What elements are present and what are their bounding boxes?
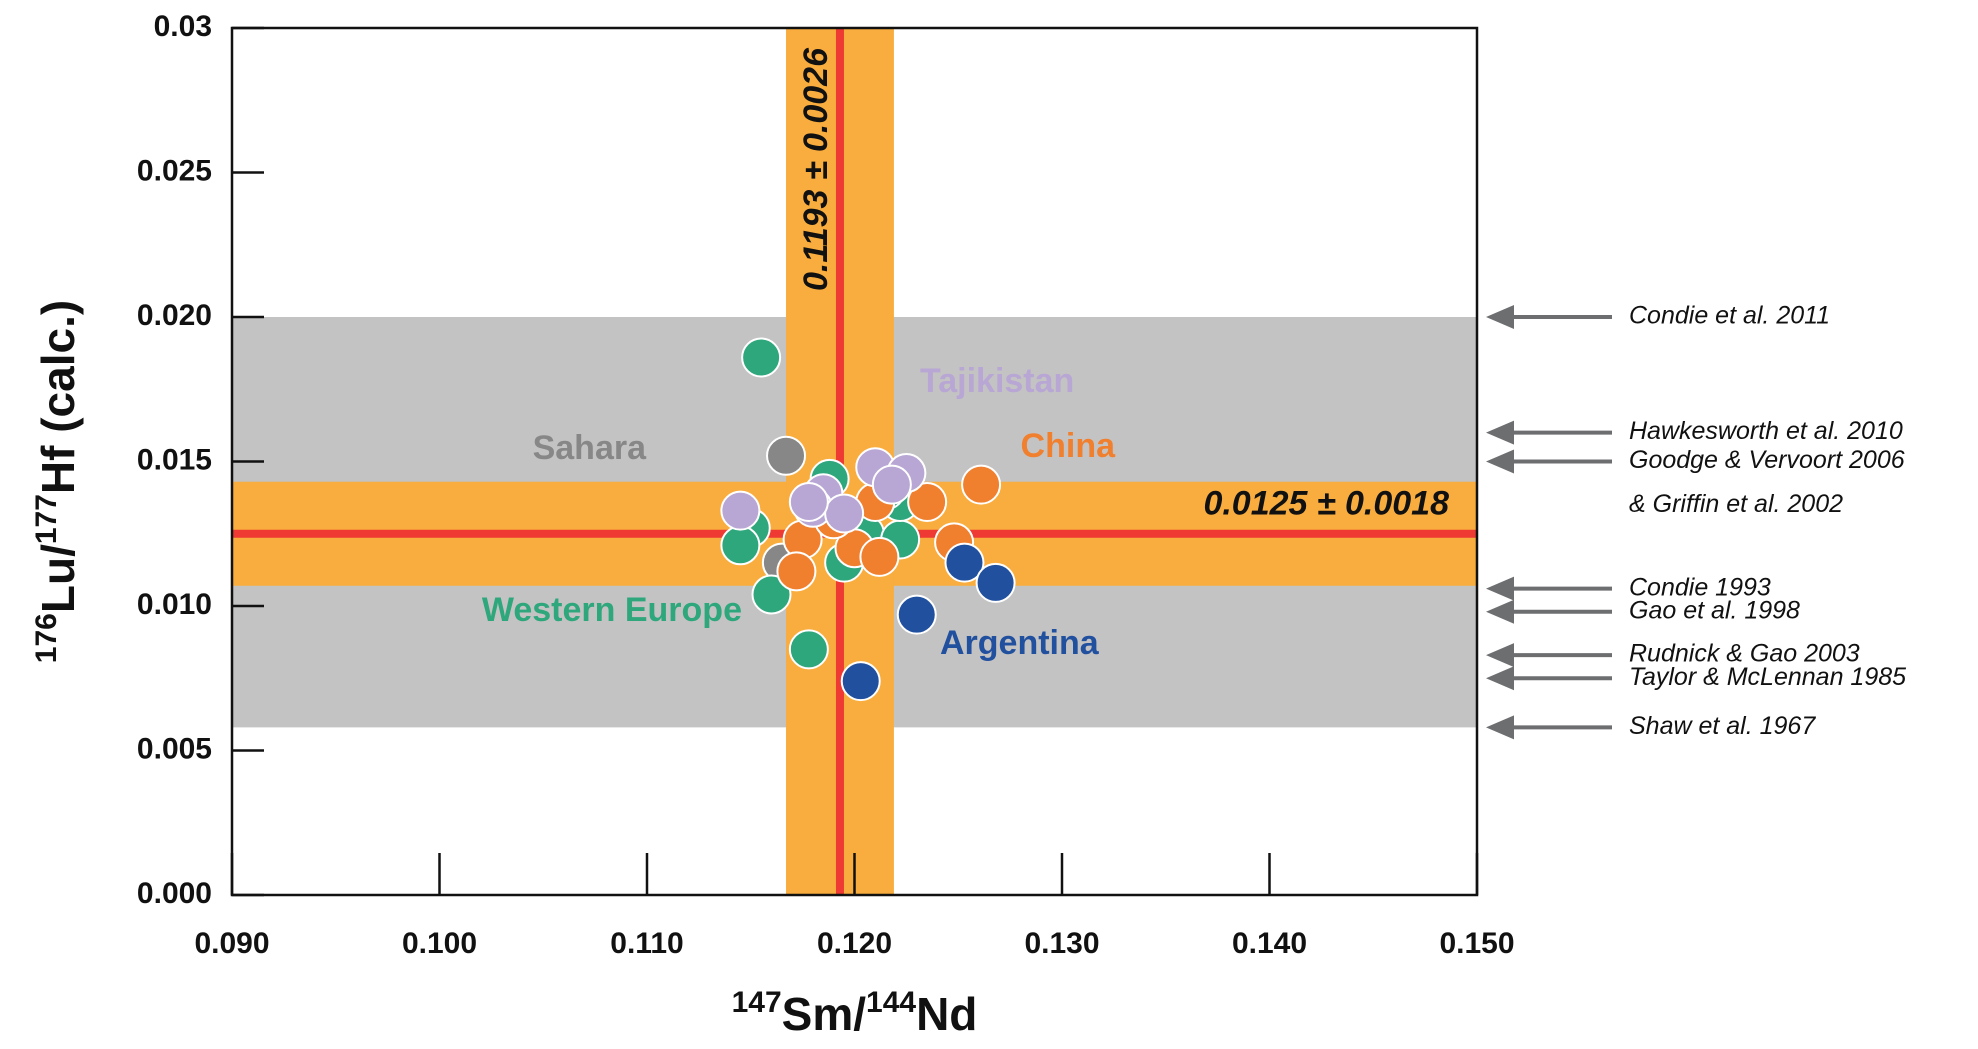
arrow-head	[1486, 666, 1514, 691]
arrow-head	[1486, 449, 1514, 474]
group-label: China	[1021, 427, 1117, 465]
x-axis-title: 147Sm/144Nd	[732, 986, 978, 1040]
x-tick-label: 0.140	[1232, 927, 1307, 960]
group-label: Tajikistan	[920, 362, 1074, 400]
reference-label: Gao et al. 1998	[1629, 596, 1800, 624]
y-axis-title-part: Lu/	[32, 544, 84, 613]
y-tick-label: 0.03	[154, 10, 212, 43]
x-axis-title-part: Nd	[916, 988, 977, 1040]
reference-label: Condie et al. 2011	[1629, 302, 1830, 330]
data-point	[944, 542, 985, 583]
data-point	[896, 594, 937, 635]
y-axis-title: 176Lu/177Hf (calc.)	[30, 300, 84, 663]
data-point	[824, 493, 865, 534]
y-tick-label: 0.000	[137, 877, 212, 910]
data-point	[788, 629, 829, 670]
reference-label: Shaw et al. 1967	[1629, 712, 1816, 740]
y-band-label: 0.0125 ± 0.0018	[1203, 485, 1449, 523]
x-axis-title-part: 147	[732, 986, 782, 1019]
x-tick-label: 0.110	[610, 927, 683, 960]
data-point	[776, 551, 817, 592]
arrow-head	[1486, 599, 1514, 624]
y-tick-label: 0.020	[137, 299, 212, 332]
reference-label: Taylor & McLennan 1985	[1629, 663, 1906, 691]
x-tick-label: 0.150	[1439, 927, 1514, 960]
x-axis-title-part: Sm/	[782, 988, 867, 1040]
y-axis-title-part: 176	[30, 613, 63, 663]
reference-label: Rudnick & Gao 2003	[1629, 640, 1860, 668]
x-tick-label: 0.130	[1024, 927, 1099, 960]
data-point	[741, 337, 782, 378]
arrow-head	[1486, 715, 1514, 740]
x-tick-label: 0.100	[402, 927, 477, 960]
x-axis-title-part: 144	[866, 986, 916, 1019]
data-point	[907, 481, 948, 522]
x-band-label: 0.1193 ± 0.0026	[797, 47, 835, 291]
x-tick-label: 0.090	[194, 927, 269, 960]
data-point	[975, 562, 1016, 603]
y-tick-label: 0.005	[137, 732, 212, 765]
y-tick-label: 0.025	[137, 154, 212, 187]
data-point	[720, 490, 761, 531]
data-point	[859, 536, 900, 577]
reference-label: Condie 1993	[1629, 573, 1771, 601]
data-point	[766, 435, 807, 476]
arrow-head	[1486, 420, 1514, 445]
arrow-head	[1486, 576, 1514, 601]
arrow-head	[1486, 305, 1514, 329]
data-point	[720, 525, 761, 566]
reference-label: Hawkesworth et al. 2010	[1629, 417, 1903, 445]
data-point	[871, 464, 912, 505]
data-point	[788, 481, 829, 522]
data-point	[840, 661, 881, 702]
group-label: Western Europe	[482, 591, 742, 629]
reference-label: & Griffin et al. 2002	[1629, 490, 1843, 518]
group-label: Argentina	[940, 624, 1100, 662]
arrow-head	[1486, 643, 1514, 668]
reference-label: Goodge & Vervoort 2006	[1629, 446, 1905, 474]
y-tick-label: 0.010	[137, 588, 212, 621]
y-axis-title-part: Hf (calc.)	[32, 300, 84, 494]
y-tick-label: 0.015	[137, 443, 212, 476]
y-axis-title-part: 177	[30, 494, 63, 544]
group-label: Sahara	[533, 429, 647, 467]
x-tick-label: 0.120	[817, 927, 892, 960]
data-point	[961, 464, 1002, 505]
data-point	[751, 574, 792, 615]
